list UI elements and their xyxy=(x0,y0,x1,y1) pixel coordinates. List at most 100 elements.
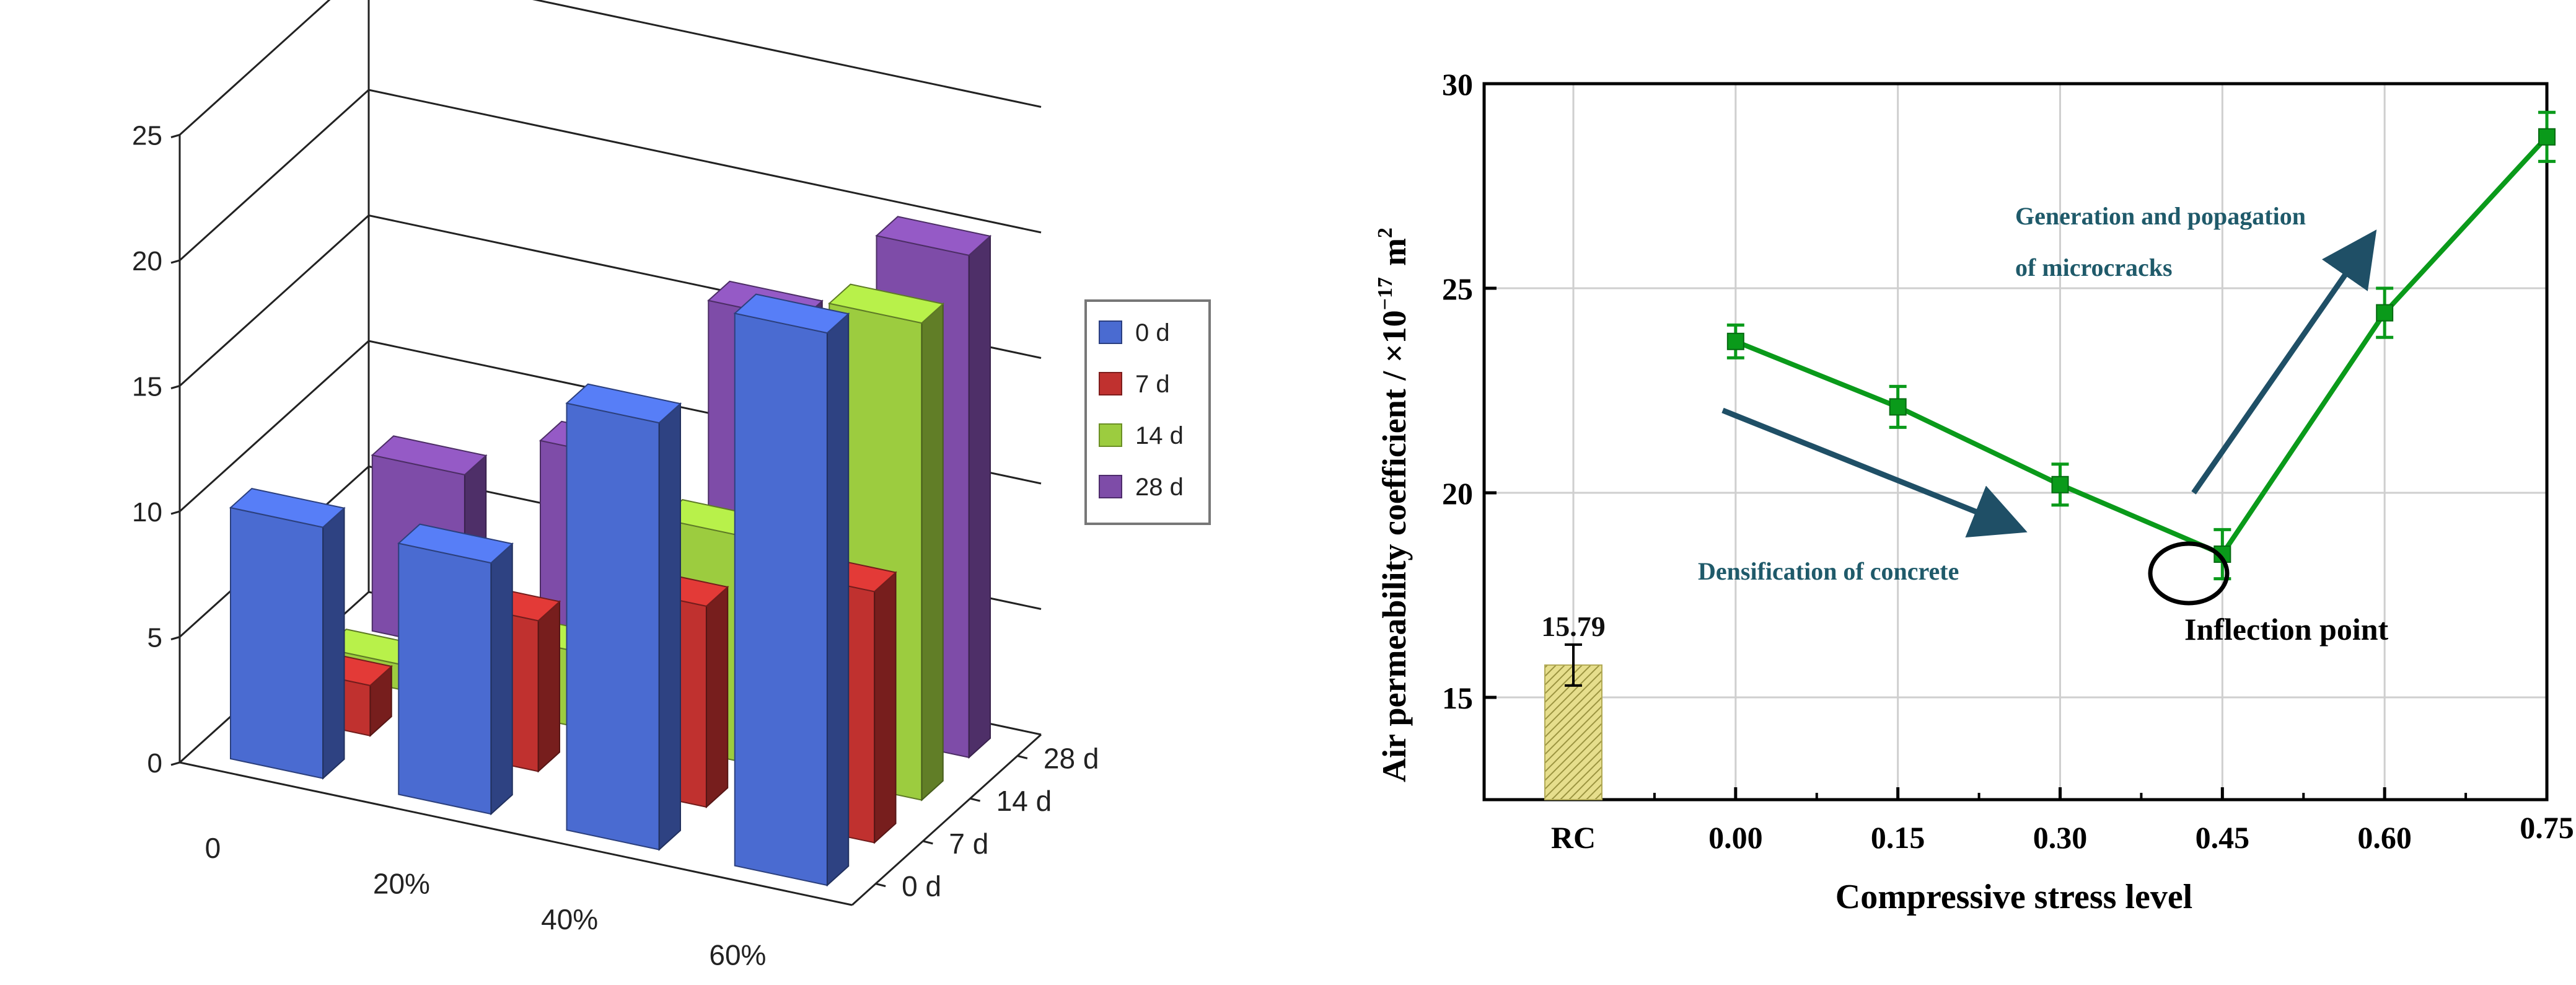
bar3d-bar-top xyxy=(229,488,346,528)
bar3d-bar xyxy=(733,293,850,887)
bar3d-bar-side xyxy=(826,312,850,887)
bar3d-bar-side xyxy=(921,302,944,802)
series-point xyxy=(2376,304,2394,322)
series-point xyxy=(1726,332,1744,350)
bar3d-bar-side xyxy=(874,571,897,844)
bar3d-y-tick-labels: 0 5 10 15 20 25 xyxy=(132,121,180,779)
inflection-circle xyxy=(2148,541,2230,606)
microcrack-label-line2: of microcracks xyxy=(2015,254,2173,281)
bar3d-bar-side xyxy=(490,542,513,816)
bar3d-y-tick xyxy=(170,510,180,515)
svg-text:Air permeability coefficient /: Air permeability coefficient / ×10−17 m2 xyxy=(1374,227,1413,782)
bar3d-bar-top xyxy=(565,383,682,424)
bar3d-category-label: 20% xyxy=(373,867,430,899)
series-line xyxy=(1734,135,2549,557)
bar3d-y-tick xyxy=(170,134,180,138)
y-axis-title-exp: −17 xyxy=(1374,277,1397,310)
bar3d-x-axis xyxy=(179,761,853,906)
bar3d-bar-top xyxy=(371,435,488,475)
bar3d-bar xyxy=(565,383,682,851)
line-x-tick-label: RC xyxy=(1551,820,1596,855)
bar3d-depth-tick xyxy=(1017,754,1028,759)
bar3d-y-tick-label: 20 xyxy=(132,246,162,276)
bar3d-depth-label: 28 d xyxy=(1044,742,1099,774)
rc-error-bar xyxy=(1565,643,1583,687)
bar3d-y-tick xyxy=(170,636,180,640)
rc-reference-bar: 15.79 xyxy=(1541,611,1606,800)
bar3d-bar-front xyxy=(398,542,492,815)
series-error-bars xyxy=(1726,110,2556,581)
bar3d-depth-tick xyxy=(875,883,886,888)
legend-swatch-28d xyxy=(1099,475,1122,498)
bar3d-category-label: 40% xyxy=(541,903,598,935)
line-y-tick-label: 15 xyxy=(1442,681,1473,715)
legend-label-14d: 14 d xyxy=(1135,422,1184,449)
bar3d-y-tick-label: 5 xyxy=(147,623,162,653)
bar3d-bar-front xyxy=(230,506,324,779)
bar3d-bar xyxy=(229,488,346,780)
bar3d-y-tick-label: 15 xyxy=(132,372,162,402)
bar3d-bar-top xyxy=(828,283,944,324)
bar3d-y-tick xyxy=(170,761,180,766)
bar3d-depth-tick xyxy=(923,840,933,845)
y-axis-title-main: Air permeability coefficient / ×10 xyxy=(1376,310,1413,782)
y-axis-title-unit-exp: 2 xyxy=(1374,227,1397,238)
bar3d-bar-side xyxy=(322,506,345,780)
bar3d-depth-label: 7 d xyxy=(949,828,988,860)
bar3d-gridline xyxy=(178,0,1042,136)
series-point xyxy=(1889,398,1907,416)
series-markers xyxy=(1726,128,2556,563)
densification-label: Densification of concrete xyxy=(1698,557,1959,585)
bar3d-category-label: 60% xyxy=(709,939,766,971)
line-x-tick-label: 0.30 xyxy=(2033,820,2088,855)
y-axis-title-unit: m xyxy=(1376,238,1413,266)
plot-frame xyxy=(1482,82,2549,802)
inflection-label: Inflection point xyxy=(2184,612,2389,647)
microcrack-label-line1: Generation and popagation xyxy=(2015,202,2306,230)
bar3d-depth-axis xyxy=(851,733,1042,906)
line-x-tick-label: 0.00 xyxy=(1708,820,1763,855)
line-gridlines xyxy=(1484,82,2548,800)
bar3d-depth-label: 0 d xyxy=(902,870,941,903)
line-x-tick-label: 0.75 xyxy=(2520,810,2574,845)
line-y-tick-label: 25 xyxy=(1442,272,1473,306)
bar3d-y-tick xyxy=(170,259,180,264)
line-x-tick-label: 0.45 xyxy=(2196,820,2250,855)
bar3d-y-tick-label: 10 xyxy=(132,497,162,528)
bar3d-bar-top xyxy=(397,523,514,564)
y-axis-title: Air permeability coefficient / ×10−17 m2 xyxy=(1374,227,1413,782)
x-axis-title: Compressive stress level xyxy=(1835,878,2193,916)
bar3d-bar-side xyxy=(705,585,729,809)
legend-swatch-0d xyxy=(1099,320,1122,344)
bar3d-depth-labels: 0 d7 d14 d 28 d xyxy=(875,742,1099,903)
bar3d-bar xyxy=(397,523,514,816)
bar3d-bar-front xyxy=(566,402,660,850)
line-x-ticks: RC 0.00 0.15 0.30 0.45 0.60 0.75 xyxy=(1551,787,2574,855)
rc-value-label: 15.79 xyxy=(1541,611,1606,642)
bar3d-bar-top xyxy=(875,216,992,256)
legend-label-0d: 0 d xyxy=(1135,319,1170,347)
microcrack-arrow xyxy=(2191,229,2377,495)
bar3d-bars xyxy=(229,216,992,887)
legend-swatch-7d xyxy=(1099,372,1122,395)
bar3d-category-label: 0 xyxy=(205,832,221,864)
bar3d-bar-side xyxy=(968,234,991,759)
line-x-tick-label: 0.60 xyxy=(2357,820,2412,855)
legend-label-28d: 28 d xyxy=(1135,474,1184,501)
bar3d-bar-front xyxy=(734,312,828,886)
bar3d-depth-label: 14 d xyxy=(996,785,1052,817)
legend-label-7d: 7 d xyxy=(1135,371,1170,398)
series-point xyxy=(2051,475,2069,493)
bar3d-y-tick-label: 0 xyxy=(147,748,162,779)
rc-bar xyxy=(1544,664,1603,800)
bar3d-bar-side xyxy=(537,600,560,773)
legend-swatch-14d xyxy=(1099,423,1122,447)
line-y-ticks: 15 20 25 30 xyxy=(1442,67,1497,715)
densification-arrow xyxy=(1721,407,2028,538)
bar3d-y-tick-label: 25 xyxy=(132,121,162,151)
line-x-tick-label: 0.15 xyxy=(1871,820,1925,855)
line-y-tick-label: 30 xyxy=(1442,67,1473,102)
bar3d-bar-side xyxy=(658,402,681,851)
bar3d-bar-top xyxy=(733,293,850,334)
